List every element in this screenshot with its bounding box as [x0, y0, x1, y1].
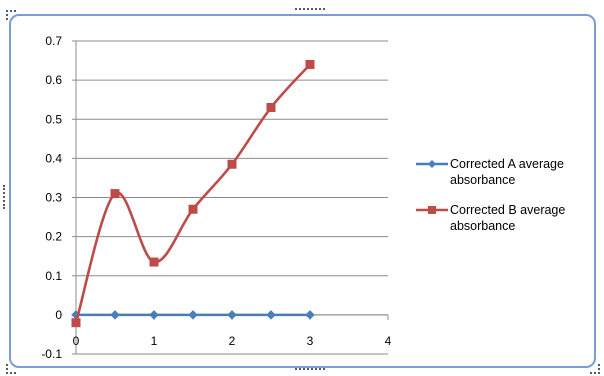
selection-handle-top-left[interactable]	[6, 10, 16, 20]
y-tick-label: -0.1	[41, 347, 62, 361]
resize-handle-bottom[interactable]	[295, 368, 325, 374]
data-point-diamond[interactable]	[110, 310, 120, 320]
x-tick-label: 2	[229, 334, 236, 348]
y-tick-label: 0.6	[45, 73, 62, 87]
data-point-square[interactable]	[305, 59, 315, 69]
y-axis-tick-labels: -0.1 0 0.1 0.2 0.3 0.4 0.5 0.6 0.7	[41, 34, 62, 361]
legend-swatch	[416, 206, 448, 214]
data-point-square[interactable]	[227, 159, 237, 169]
x-tick-label: 3	[307, 334, 314, 348]
y-tick-label: 0.4	[45, 151, 62, 165]
legend-swatch	[416, 160, 448, 168]
data-point-square[interactable]	[266, 103, 276, 113]
data-point-square[interactable]	[71, 318, 81, 328]
data-point-diamond[interactable]	[227, 310, 237, 320]
y-tick-label: 0.7	[45, 34, 62, 48]
data-point-diamond[interactable]	[305, 310, 315, 320]
y-tick-label: 0	[55, 308, 62, 322]
selection-handle-bottom-left[interactable]	[6, 364, 16, 374]
data-point-square[interactable]	[149, 257, 159, 267]
y-tick-label: 0.1	[45, 269, 62, 283]
y-tick-label: 0.3	[45, 191, 62, 205]
data-point-square[interactable]	[188, 204, 198, 214]
legend-label: Corrected A average absorbance	[450, 157, 564, 187]
legend[interactable]: Corrected A average absorbance Corrected …	[414, 156, 594, 248]
series-corrected-b[interactable]	[71, 59, 315, 328]
x-tick-label: 0	[73, 334, 80, 348]
series-corrected-a[interactable]	[71, 310, 315, 320]
data-point-square[interactable]	[110, 189, 120, 199]
legend-item[interactable]: Corrected A average absorbance	[414, 156, 594, 188]
resize-handle-top[interactable]	[295, 8, 325, 16]
selection-handle-bottom-right[interactable]	[590, 364, 600, 374]
legend-item[interactable]: Corrected B average absorbance	[414, 202, 594, 234]
legend-marker-square	[428, 206, 436, 214]
data-point-diamond[interactable]	[188, 310, 198, 320]
resize-handle-left[interactable]	[3, 185, 9, 209]
x-tick-label: 1	[151, 334, 158, 348]
x-axis-tick-labels: 0 1 2 3 4	[73, 334, 392, 348]
data-point-diamond[interactable]	[266, 310, 276, 320]
y-tick-label: 0.2	[45, 230, 62, 244]
legend-marker-diamond	[428, 160, 436, 168]
x-tick-label: 4	[385, 334, 392, 348]
legend-label: Corrected B average absorbance	[450, 203, 566, 233]
data-series[interactable]	[71, 59, 315, 328]
y-tick-label: 0.5	[45, 112, 62, 126]
data-point-diamond[interactable]	[149, 310, 159, 320]
